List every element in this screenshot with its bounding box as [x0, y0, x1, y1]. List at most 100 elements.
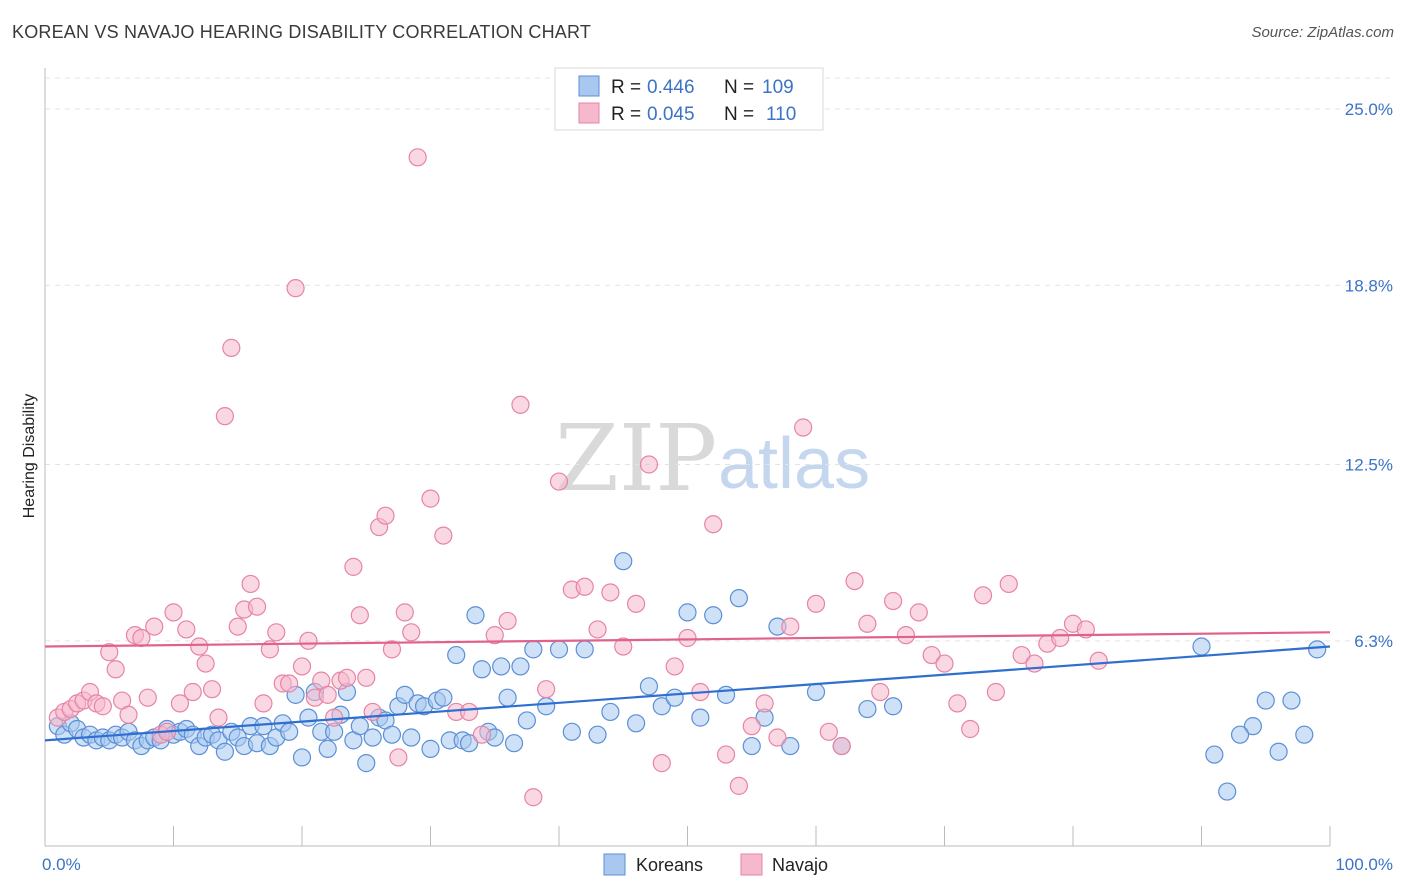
legend-r-label-koreans: R = — [611, 77, 641, 98]
legend-top: R = 0.446 N = 109 R = 0.045 N = 110 — [554, 67, 824, 131]
legend-n-value-koreans: 109 — [762, 77, 794, 98]
korean-point-60 — [434, 688, 453, 707]
navajo-trend-line — [44, 631, 1331, 648]
navajo-point-11 — [119, 705, 138, 724]
legend-swatch-koreans — [578, 75, 600, 97]
korean-point-82 — [626, 714, 646, 733]
series-koreans — [48, 552, 1327, 801]
navajo-point-72 — [614, 637, 633, 656]
navajo-point-27 — [222, 338, 241, 357]
navajo-point-32 — [254, 694, 273, 713]
korean-point-38 — [292, 748, 312, 767]
legend-n-value-navajo: 110 — [766, 104, 796, 125]
navajo-point-67 — [549, 472, 569, 491]
navajo-point-81 — [729, 776, 749, 795]
navajo-point-82 — [742, 717, 761, 736]
navajo-point-109 — [1089, 651, 1108, 670]
navajo-point-36 — [280, 674, 299, 693]
korean-point-75 — [537, 697, 556, 716]
navajo-point-39 — [299, 631, 318, 650]
navajo-point-21 — [183, 682, 202, 702]
navajo-point-103 — [1012, 645, 1031, 665]
navajo-point-20 — [177, 620, 196, 639]
navajo-point-56 — [408, 148, 427, 167]
legend-bottom: Koreans Navajo — [603, 853, 828, 876]
navajo-point-91 — [858, 614, 877, 633]
korean-point-87 — [691, 708, 710, 727]
navajo-point-76 — [665, 657, 684, 676]
korean-point-36 — [280, 722, 299, 741]
korean-point-99 — [1192, 637, 1211, 656]
navajo-point-24 — [202, 680, 222, 699]
navajo-point-55 — [402, 623, 421, 642]
chart-title: KOREAN VS NAVAJO HEARING DISABILITY CORR… — [12, 22, 592, 42]
korean-point-84 — [652, 697, 671, 716]
navajo-point-63 — [498, 611, 517, 631]
navajo-point-51 — [376, 506, 395, 525]
korean-point-91 — [742, 736, 761, 756]
navajo-point-69 — [575, 577, 594, 596]
korean-point-89 — [716, 685, 736, 704]
navajo-point-19 — [170, 694, 190, 713]
navajo-point-8 — [100, 643, 119, 662]
navajo-point-98 — [948, 694, 967, 713]
navajo-point-74 — [639, 455, 659, 474]
korean-point-103 — [1295, 725, 1314, 744]
korean-point-49 — [363, 728, 382, 747]
navajo-point-26 — [215, 407, 234, 426]
navajo-point-54 — [395, 603, 414, 622]
navajo-point-7 — [93, 697, 112, 716]
korean-point-26 — [215, 742, 234, 761]
bottom-legend-swatch-koreans — [603, 853, 626, 876]
navajo-point-79 — [704, 515, 723, 534]
y-tick-label-0: 6.3% — [1354, 632, 1393, 651]
navajo-point-73 — [626, 594, 646, 613]
navajo-point-83 — [755, 694, 774, 713]
korean-point-85 — [665, 688, 684, 707]
navajo-point-9 — [106, 660, 125, 679]
navajo-point-64 — [511, 395, 530, 414]
navajo-point-106 — [1051, 628, 1070, 648]
y-tick-labels: 6.3% 12.5% 18.8% 25.0% — [1345, 100, 1393, 651]
korean-point-73 — [517, 711, 536, 730]
korean-point-102 — [1269, 742, 1288, 761]
legend-r-value-koreans: 0.446 — [647, 77, 695, 98]
korean-point-104 — [1308, 640, 1327, 659]
y-axis-title: Hearing Disability — [21, 394, 38, 519]
navajo-point-87 — [806, 594, 826, 613]
axes — [44, 68, 1331, 847]
legend-r-label-navajo: R = — [611, 104, 641, 125]
navajo-point-93 — [883, 591, 903, 611]
korean-point-81 — [614, 552, 633, 571]
korean-point-69 — [492, 657, 511, 676]
korean-point-66 — [472, 660, 491, 679]
korean-point-108 — [1205, 745, 1224, 764]
korean-point-100 — [1218, 782, 1237, 801]
navajo-point-65 — [524, 788, 543, 807]
navajo-point-48 — [357, 668, 376, 687]
navajo-point-37 — [286, 279, 305, 298]
legend-box — [554, 67, 824, 131]
series-navajo — [48, 148, 1108, 807]
navajo-point-28 — [228, 617, 247, 636]
korean-point-70 — [498, 688, 517, 707]
navajo-point-94 — [896, 626, 916, 645]
navajo-point-100 — [973, 586, 993, 605]
korean-point-97 — [858, 699, 877, 719]
y-tick-label-2: 18.8% — [1345, 276, 1393, 295]
korean-trend-line — [44, 645, 1331, 742]
korean-point-32 — [254, 717, 273, 736]
navajo-point-18 — [164, 603, 183, 622]
navajo-point-84 — [768, 728, 787, 747]
navajo-point-99 — [961, 719, 980, 739]
navajo-point-97 — [935, 654, 954, 673]
navajo-point-34 — [267, 623, 286, 642]
korean-point-95 — [806, 682, 826, 702]
navajo-point-45 — [337, 668, 357, 687]
korean-point-74 — [524, 640, 543, 659]
navajo-point-23 — [196, 654, 215, 673]
navajo-point-58 — [434, 526, 453, 545]
navajo-point-30 — [241, 574, 260, 594]
x-tick-label-1: 100.0% — [1335, 855, 1393, 874]
navajo-point-75 — [652, 754, 671, 773]
